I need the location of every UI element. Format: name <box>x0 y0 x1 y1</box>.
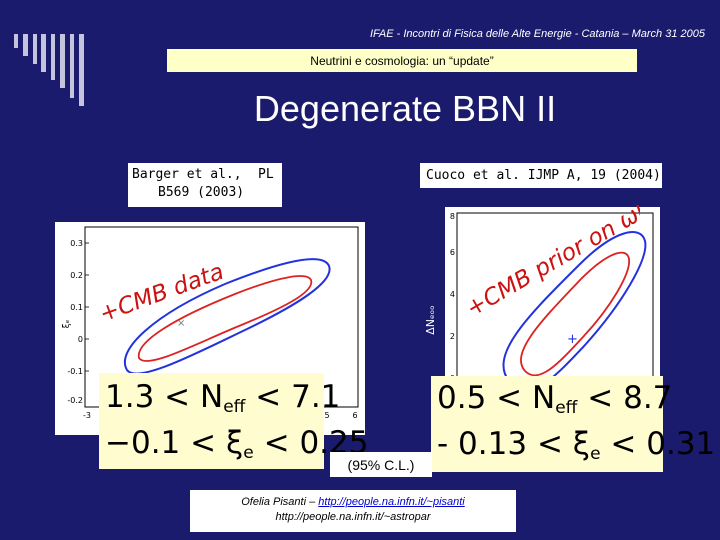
left-y-tick: -0.1 <box>67 367 83 376</box>
reference-left: Barger et al., PL B569 (2003) <box>128 163 282 207</box>
left-y-tick: 0.1 <box>70 303 83 312</box>
reference-right: Cuoco et al. IJMP A, 19 (2004) <box>420 163 662 188</box>
left-x-tick: 6 <box>352 411 357 420</box>
left-neff-constraint: 1.3 < Neff < 7.1 <box>105 379 341 417</box>
svg-text:×: × <box>177 318 185 329</box>
left-y-tick: 0.2 <box>70 271 83 280</box>
cmb-data-label: +CMB data <box>96 259 225 328</box>
right-y-axis-label: ΔNₑₒₒ <box>424 305 437 334</box>
left-inner-contour <box>138 275 313 362</box>
left-x-tick: -3 <box>83 411 91 420</box>
left-y-tick: 0.3 <box>70 239 83 248</box>
reference-left-authors: Barger et al., <box>132 167 242 182</box>
reference-left-journal: PL <box>258 167 274 182</box>
left-constraints-box: 1.3 < Neff < 7.1 −0.1 < ξe < 0.25 <box>99 373 368 469</box>
subtitle-box: Neutrini e cosmologia: un “update” <box>167 49 637 72</box>
right-y-axis-label-box: ΔNₑₒₒ <box>424 305 437 334</box>
reference-left-volume: B569 (2003) <box>158 185 245 200</box>
right-inner-contour <box>520 251 630 377</box>
slide-title: Degenerate BBN II <box>253 88 557 129</box>
footer-link-astropar[interactable]: http://people.na.infn.it/~astropar <box>275 511 431 523</box>
footer: Ofelia Pisanti – http://people.na.infn.i… <box>190 490 516 532</box>
left-outer-contour <box>124 258 331 375</box>
right-y-tick: 8 <box>450 212 455 221</box>
right-y-tick: 2 <box>450 332 455 341</box>
conference-header: IFAE - Incontri di Fisica delle Alte Ene… <box>369 28 705 40</box>
right-y-tick: 6 <box>450 248 455 257</box>
footer-link-personal[interactable]: http://people.na.infn.it/~pisanti <box>318 496 465 508</box>
left-x-tick: 5 <box>324 411 329 420</box>
right-xi-constraint: - 0.13 < ξe < 0.31 <box>437 426 716 464</box>
svg-text:+: + <box>567 332 578 347</box>
right-neff-constraint: 0.5 < Neff < 8.7 <box>437 380 673 418</box>
reference-right-text: Cuoco et al. IJMP A, 19 (2004) <box>426 168 661 183</box>
right-y-tick: 4 <box>450 290 455 299</box>
right-constraints-box: 0.5 < Neff < 8.7 - 0.13 < ξe < 0.31 <box>431 376 715 472</box>
footer-author: Ofelia Pisanti – <box>241 496 319 508</box>
cmb-prior-label: +CMB prior on ωB <box>462 205 640 322</box>
left-y-tick: -0.2 <box>67 396 83 405</box>
right-plot-annotation: +CMB prior on ωB <box>462 205 640 322</box>
confidence-level-label: (95% C.L.) <box>330 452 432 477</box>
left-y-tick: 0 <box>78 335 83 344</box>
left-xi-constraint: −0.1 < ξe < 0.25 <box>105 425 369 463</box>
left-plot-annotation: +CMB data <box>96 259 225 328</box>
left-y-axis-label: ξₑ <box>62 319 72 328</box>
right-outer-contour <box>502 231 647 391</box>
subtitle-text: Neutrini e cosmologia: un “update” <box>310 53 494 68</box>
